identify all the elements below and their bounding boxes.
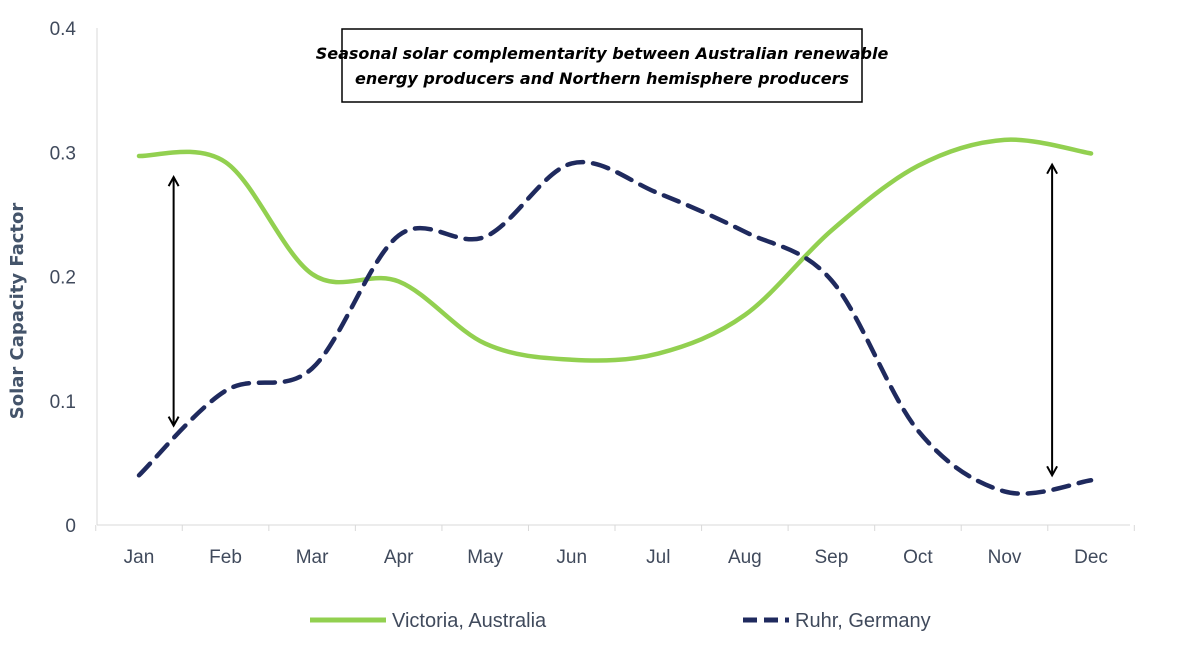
legend-label-ruhr: Ruhr, Germany [795, 610, 931, 632]
y-tick-labels: 0 0.1 0.2 0.3 0.4 [50, 19, 77, 537]
x-tick-label: Dec [1074, 547, 1108, 568]
x-tick-label: May [467, 547, 503, 568]
annotations [174, 165, 1052, 476]
legend: Victoria, Australia Ruhr, Germany [310, 610, 931, 632]
series-line-ruhr [136, 159, 1094, 496]
y-tick-label: 0.2 [50, 268, 76, 289]
title-frame [341, 28, 863, 103]
x-tick-label: Jan [124, 547, 155, 568]
x-tick-label: Mar [296, 547, 329, 568]
y-tick-label: 0.1 [50, 392, 76, 413]
legend-item-victoria: Victoria, Australia [310, 610, 547, 632]
x-tick-label: Feb [209, 547, 242, 568]
x-tick-labels: Jan Feb Mar Apr May Jun Jul Aug Sep Oct Nov Dec [124, 547, 1108, 568]
chart-title-box: Seasonal solar complementarity between A… [316, 28, 889, 103]
legend-label-victoria: Victoria, Australia [392, 610, 547, 632]
legend-item-ruhr: Ruhr, Germany [743, 610, 931, 632]
y-tick-label: 0.4 [50, 19, 77, 40]
x-tick-marks [95, 525, 1135, 531]
chart-title-line-1: Seasonal solar complementarity between A… [316, 44, 889, 63]
x-tick-label: Jul [646, 547, 670, 568]
y-tick-label: 0 [65, 516, 76, 537]
series-lines [136, 137, 1094, 496]
x-tick-label: Oct [903, 547, 933, 568]
chart-title-line-2: energy producers and Northern hemisphere… [355, 69, 849, 88]
x-tick-label: Nov [988, 547, 1022, 568]
x-tick-label: Apr [384, 547, 414, 568]
y-axis-label: Solar Capacity Factor [7, 203, 28, 420]
series-line-victoria [136, 137, 1094, 363]
x-tick-label: Sep [814, 547, 848, 568]
x-tick-label: Jun [556, 547, 587, 568]
x-tick-label: Aug [728, 547, 762, 568]
y-tick-label: 0.3 [50, 143, 76, 164]
